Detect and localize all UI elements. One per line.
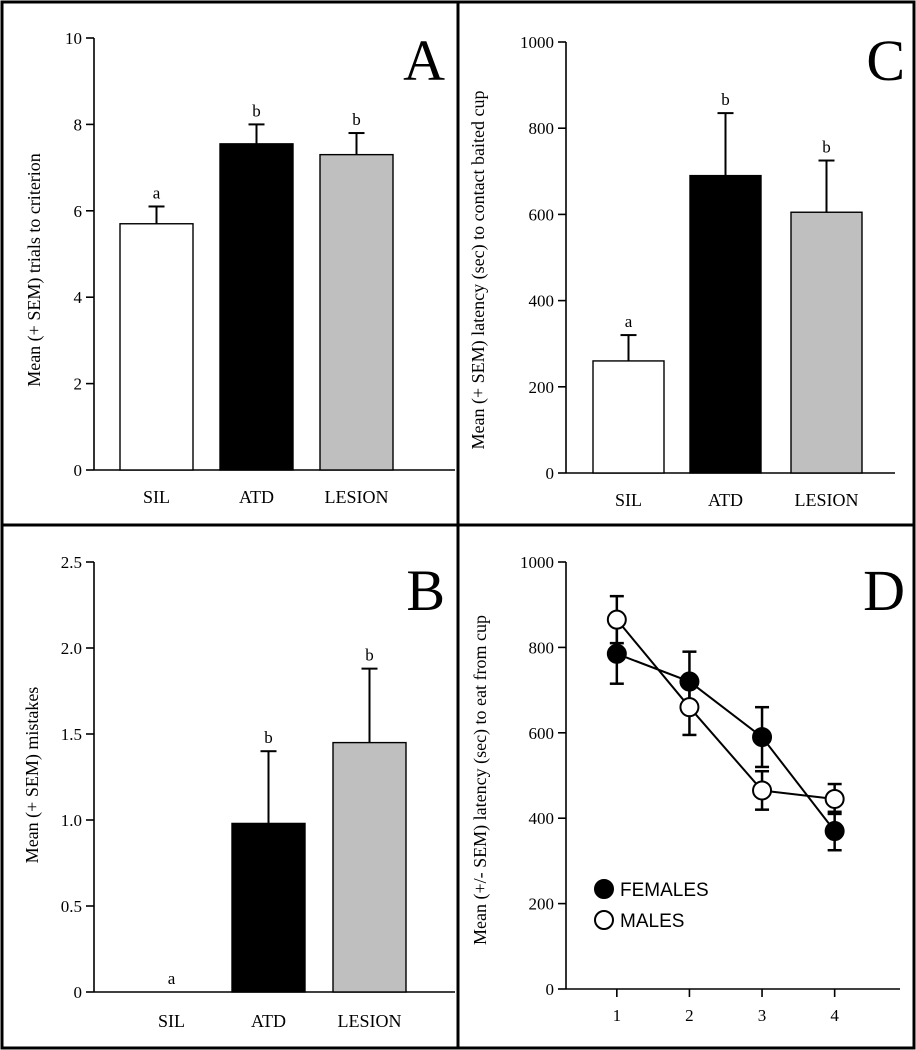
panel-c-y-tick-label: 200 xyxy=(529,378,555,397)
panel-d-series-line-males xyxy=(616,619,835,800)
panel-d-point-males xyxy=(752,780,773,801)
panel-d-point-males xyxy=(679,697,700,718)
panel-b-significance-label: b xyxy=(365,646,374,665)
panel-d-legend: FEMALES MALES xyxy=(594,879,709,932)
panel-c-y-tick-label: 800 xyxy=(529,119,555,138)
panel-b-y-tick-label: 2.0 xyxy=(61,639,82,658)
panel-c-y-tick-label: 600 xyxy=(529,205,555,224)
panel-d-y-tick-label: 0 xyxy=(546,980,555,999)
panel-c-y-axis-label: Mean (+ SEM) latency (sec) to contact ba… xyxy=(468,90,489,449)
panel-a-y-axis-label: Mean (+ SEM) trials to criterion xyxy=(24,153,45,387)
panel-a-significance-label: b xyxy=(352,110,361,129)
panel-b-label: B xyxy=(406,558,445,623)
panel-b-y-tick-label: 0.5 xyxy=(61,897,82,916)
panel-a-y-tick-label: 2 xyxy=(74,375,83,394)
legend-females-marker xyxy=(594,879,614,899)
panel-c-significance-label: a xyxy=(625,312,633,331)
panel-c-category-label: SIL xyxy=(615,490,642,510)
panel-b-bar xyxy=(231,822,306,993)
panel-b-significance-label: b xyxy=(264,728,273,747)
panel-a-significance-label: a xyxy=(153,183,161,202)
panel-c-label: C xyxy=(866,28,905,93)
panel-a-bar xyxy=(319,153,394,471)
panel-c-significance-label: b xyxy=(721,90,730,109)
panel-d-point-females xyxy=(606,643,627,664)
panel-b-y-tick-label: 1.0 xyxy=(61,811,82,830)
panel-a-y-tick-label: 4 xyxy=(74,288,83,307)
panel-a-category-label: ATD xyxy=(239,487,274,507)
panel-d-y-axis-label: Mean (+/- SEM) latency (sec) to eat from… xyxy=(470,615,491,945)
panel-d-chart: D Mean (+/- SEM) latency (sec) to eat fr… xyxy=(470,553,905,1025)
panel-a-chart: A Mean (+ SEM) trials to criterion 0 2 4 6 8… xyxy=(24,28,455,507)
panel-d-point-females xyxy=(824,821,845,842)
legend-males-label: MALES xyxy=(620,911,684,932)
panel-a-category-label: LESION xyxy=(325,487,389,507)
panel-d-x-tick-label: 3 xyxy=(758,1006,767,1025)
panel-b-y-tick-label: 0 xyxy=(74,983,83,1002)
panel-a-category-label: SIL xyxy=(143,487,170,507)
panel-d-x-tick-label: 2 xyxy=(685,1006,694,1025)
panel-a-bar xyxy=(119,223,194,471)
panel-b-chart: B Mean (+ SEM) mistakes 0 0.5 1.0 1.5 2.0 2.5… xyxy=(22,553,455,1031)
panel-c-chart: C Mean (+ SEM) latency (sec) to contact … xyxy=(468,28,905,510)
panel-a-significance-label: b xyxy=(252,101,261,120)
panel-d-y-tick-label: 800 xyxy=(529,638,555,657)
panel-b-significance-label: a xyxy=(168,969,176,988)
panel-a-y-tick-label: 6 xyxy=(74,202,83,221)
panel-d-y-tick-label: 400 xyxy=(529,809,555,828)
panel-b-y-axis-label: Mean (+ SEM) mistakes xyxy=(22,687,43,864)
panel-c-category-label: ATD xyxy=(708,490,743,510)
panel-d-series-line-females xyxy=(616,652,836,832)
panel-d-y-tick-label: 1000 xyxy=(520,553,554,572)
panel-b-category-label: ATD xyxy=(251,1011,286,1031)
panel-d-point-males xyxy=(824,788,845,809)
panel-c-significance-label: b xyxy=(822,138,831,157)
panel-a-y-tick-label: 8 xyxy=(74,115,83,134)
panel-d-label: D xyxy=(863,558,905,623)
legend-males-marker xyxy=(594,910,614,930)
panel-b-y-tick-label: 1.5 xyxy=(61,725,82,744)
panel-d-x-tick-label: 4 xyxy=(830,1006,839,1025)
panel-d-y-tick-label: 600 xyxy=(529,724,555,743)
panel-c-category-label: LESION xyxy=(795,490,859,510)
panel-d-point-females xyxy=(679,671,700,692)
panel-d-point-females xyxy=(752,727,773,748)
panel-d-point-males xyxy=(606,609,627,630)
panel-d-y-tick-label: 200 xyxy=(529,895,555,914)
panel-b-y-tick-label: 2.5 xyxy=(61,553,82,572)
panel-a-y-tick-label: 0 xyxy=(74,461,83,480)
panel-c-bar xyxy=(689,174,762,474)
panel-d-x-tick-label: 1 xyxy=(613,1006,622,1025)
panel-a-y-tick-label: 10 xyxy=(65,29,82,48)
panel-b-category-label: SIL xyxy=(158,1011,185,1031)
panel-b-category-label: LESION xyxy=(338,1011,402,1031)
legend-females-label: FEMALES xyxy=(620,880,709,901)
panel-c-bar xyxy=(790,211,863,474)
panel-a-label: A xyxy=(403,28,445,93)
panel-a-bar xyxy=(219,143,294,471)
panel-c-y-tick-label: 400 xyxy=(529,292,555,311)
panel-c-bar xyxy=(592,360,665,474)
panel-c-y-tick-label: 1000 xyxy=(520,33,554,52)
panel-b-bar xyxy=(332,741,407,993)
panel-c-y-tick-label: 0 xyxy=(546,464,555,483)
